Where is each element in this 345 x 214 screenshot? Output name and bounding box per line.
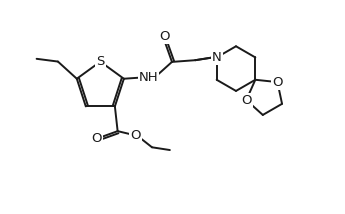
- Text: O: O: [130, 129, 141, 142]
- Text: O: O: [241, 94, 252, 107]
- Text: O: O: [272, 76, 283, 89]
- Text: S: S: [96, 55, 105, 68]
- Text: NH: NH: [139, 71, 158, 84]
- Text: N: N: [212, 51, 221, 64]
- Text: N: N: [212, 51, 221, 64]
- Text: O: O: [91, 132, 101, 144]
- Text: O: O: [159, 30, 170, 43]
